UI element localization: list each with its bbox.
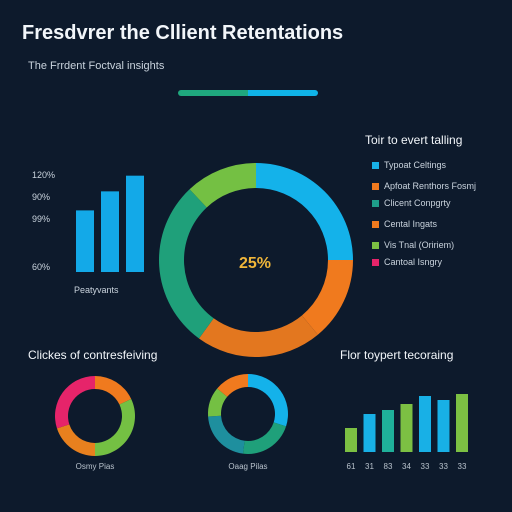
legend-label: Vis Tnal (Oririem) — [384, 240, 455, 250]
bar-left-tick-label: 90% — [32, 192, 50, 202]
donut-main-slice-2 — [198, 315, 318, 357]
donut-small-center-slice-4 — [217, 374, 248, 397]
bar-left-bar-0 — [76, 210, 94, 272]
legend-item: Typoat Celtings — [372, 160, 502, 171]
accent-divider-left — [178, 90, 248, 96]
donut-small-left-slice-1 — [95, 398, 135, 456]
bar-right-tick-label: 33 — [458, 462, 467, 471]
legend-label: Typoat Celtings — [384, 160, 447, 170]
page-subtitle: The Frrdent Foctval insights — [28, 60, 165, 72]
donut-small-center-slice-3 — [208, 388, 228, 417]
legend-label: Cantoal Isngry — [384, 257, 443, 267]
section-title-clickes: Clickes of contresfeiving — [28, 348, 158, 362]
donut-main-center-label: 25% — [239, 255, 271, 272]
bar-right-bar-3 — [400, 404, 413, 452]
bar-left-bar-2 — [126, 175, 144, 272]
page-title: Fresdvrer the Cllient Retentations — [22, 22, 344, 44]
legend-swatch — [372, 242, 379, 249]
bar-left-bar-1 — [101, 191, 119, 272]
bar-left-tick-label: 120% — [32, 170, 55, 180]
section-title-flor: Flor toypert tecoraing — [340, 348, 454, 362]
legend-item: Cantoal Isngry — [372, 257, 502, 268]
donut-small-center: Oaag Pilas — [208, 374, 288, 471]
bar-chart-left: 120% 90% 99% 60% Peatyvants — [32, 170, 144, 295]
donut-small-left-caption: Osmy Pias — [76, 462, 115, 471]
legend: Typoat Celtings Apfoat Renthors Fosmj Clic… — [372, 160, 502, 278]
legend-label: Cental Ingats — [384, 219, 438, 229]
legend-title: Toir to evert talling — [365, 133, 463, 147]
bar-chart-right: 61 31 83 34 33 33 33 — [345, 394, 468, 471]
legend-item: Vis Tnal (Oririem) — [372, 240, 502, 251]
donut-small-center-slice-0 — [248, 374, 288, 427]
donut-main-slice-0 — [256, 163, 353, 260]
legend-item: Apfoat Renthors Fosmj — [372, 181, 502, 192]
bar-right-bar-1 — [363, 414, 376, 452]
bar-right-tick-label: 33 — [439, 462, 448, 471]
donut-main-slice-1 — [301, 260, 353, 335]
legend-label: Apfoat Renthors Fosmj — [384, 181, 477, 191]
legend-swatch — [372, 259, 379, 266]
accent-divider-right — [248, 90, 318, 96]
bar-left-caption: Peatyvants — [74, 285, 119, 295]
accent-divider — [178, 90, 318, 96]
donut-main-slice-4 — [189, 163, 256, 208]
bar-right-tick-label: 83 — [384, 462, 393, 471]
bar-right-tick-label: 61 — [347, 462, 356, 471]
donut-small-center-slice-1 — [242, 422, 287, 455]
legend-swatch — [372, 183, 379, 190]
bar-right-bar-6 — [456, 394, 468, 452]
bar-right-bar-2 — [382, 410, 394, 452]
bar-left-tick-label: 60% — [32, 262, 50, 272]
donut-small-center-slice-2 — [208, 415, 245, 454]
bar-right-bar-5 — [437, 400, 450, 452]
donut-small-left-slice-0 — [95, 376, 132, 405]
donut-small-left: Osmy Pias — [54, 376, 135, 471]
bar-right-bar-4 — [419, 396, 431, 452]
bar-left-tick-label: 99% — [32, 214, 50, 224]
legend-swatch — [372, 200, 379, 207]
donut-main-slice-3 — [159, 189, 214, 339]
legend-swatch — [372, 162, 379, 169]
bar-right-tick-label: 31 — [365, 462, 374, 471]
bar-right-bar-0 — [345, 428, 357, 452]
donut-main: 25% — [159, 163, 353, 357]
bar-right-tick-label: 33 — [421, 462, 430, 471]
legend-item: Clicent Conpgrty — [372, 198, 502, 209]
legend-swatch — [372, 221, 379, 228]
donut-small-left-slice-2 — [56, 424, 95, 456]
legend-item: Cental Ingats — [372, 219, 502, 230]
bar-right-tick-label: 34 — [402, 462, 411, 471]
legend-label: Clicent Conpgrty — [384, 198, 451, 208]
donut-small-center-caption: Oaag Pilas — [228, 462, 267, 471]
donut-small-left-slice-3 — [54, 376, 95, 429]
